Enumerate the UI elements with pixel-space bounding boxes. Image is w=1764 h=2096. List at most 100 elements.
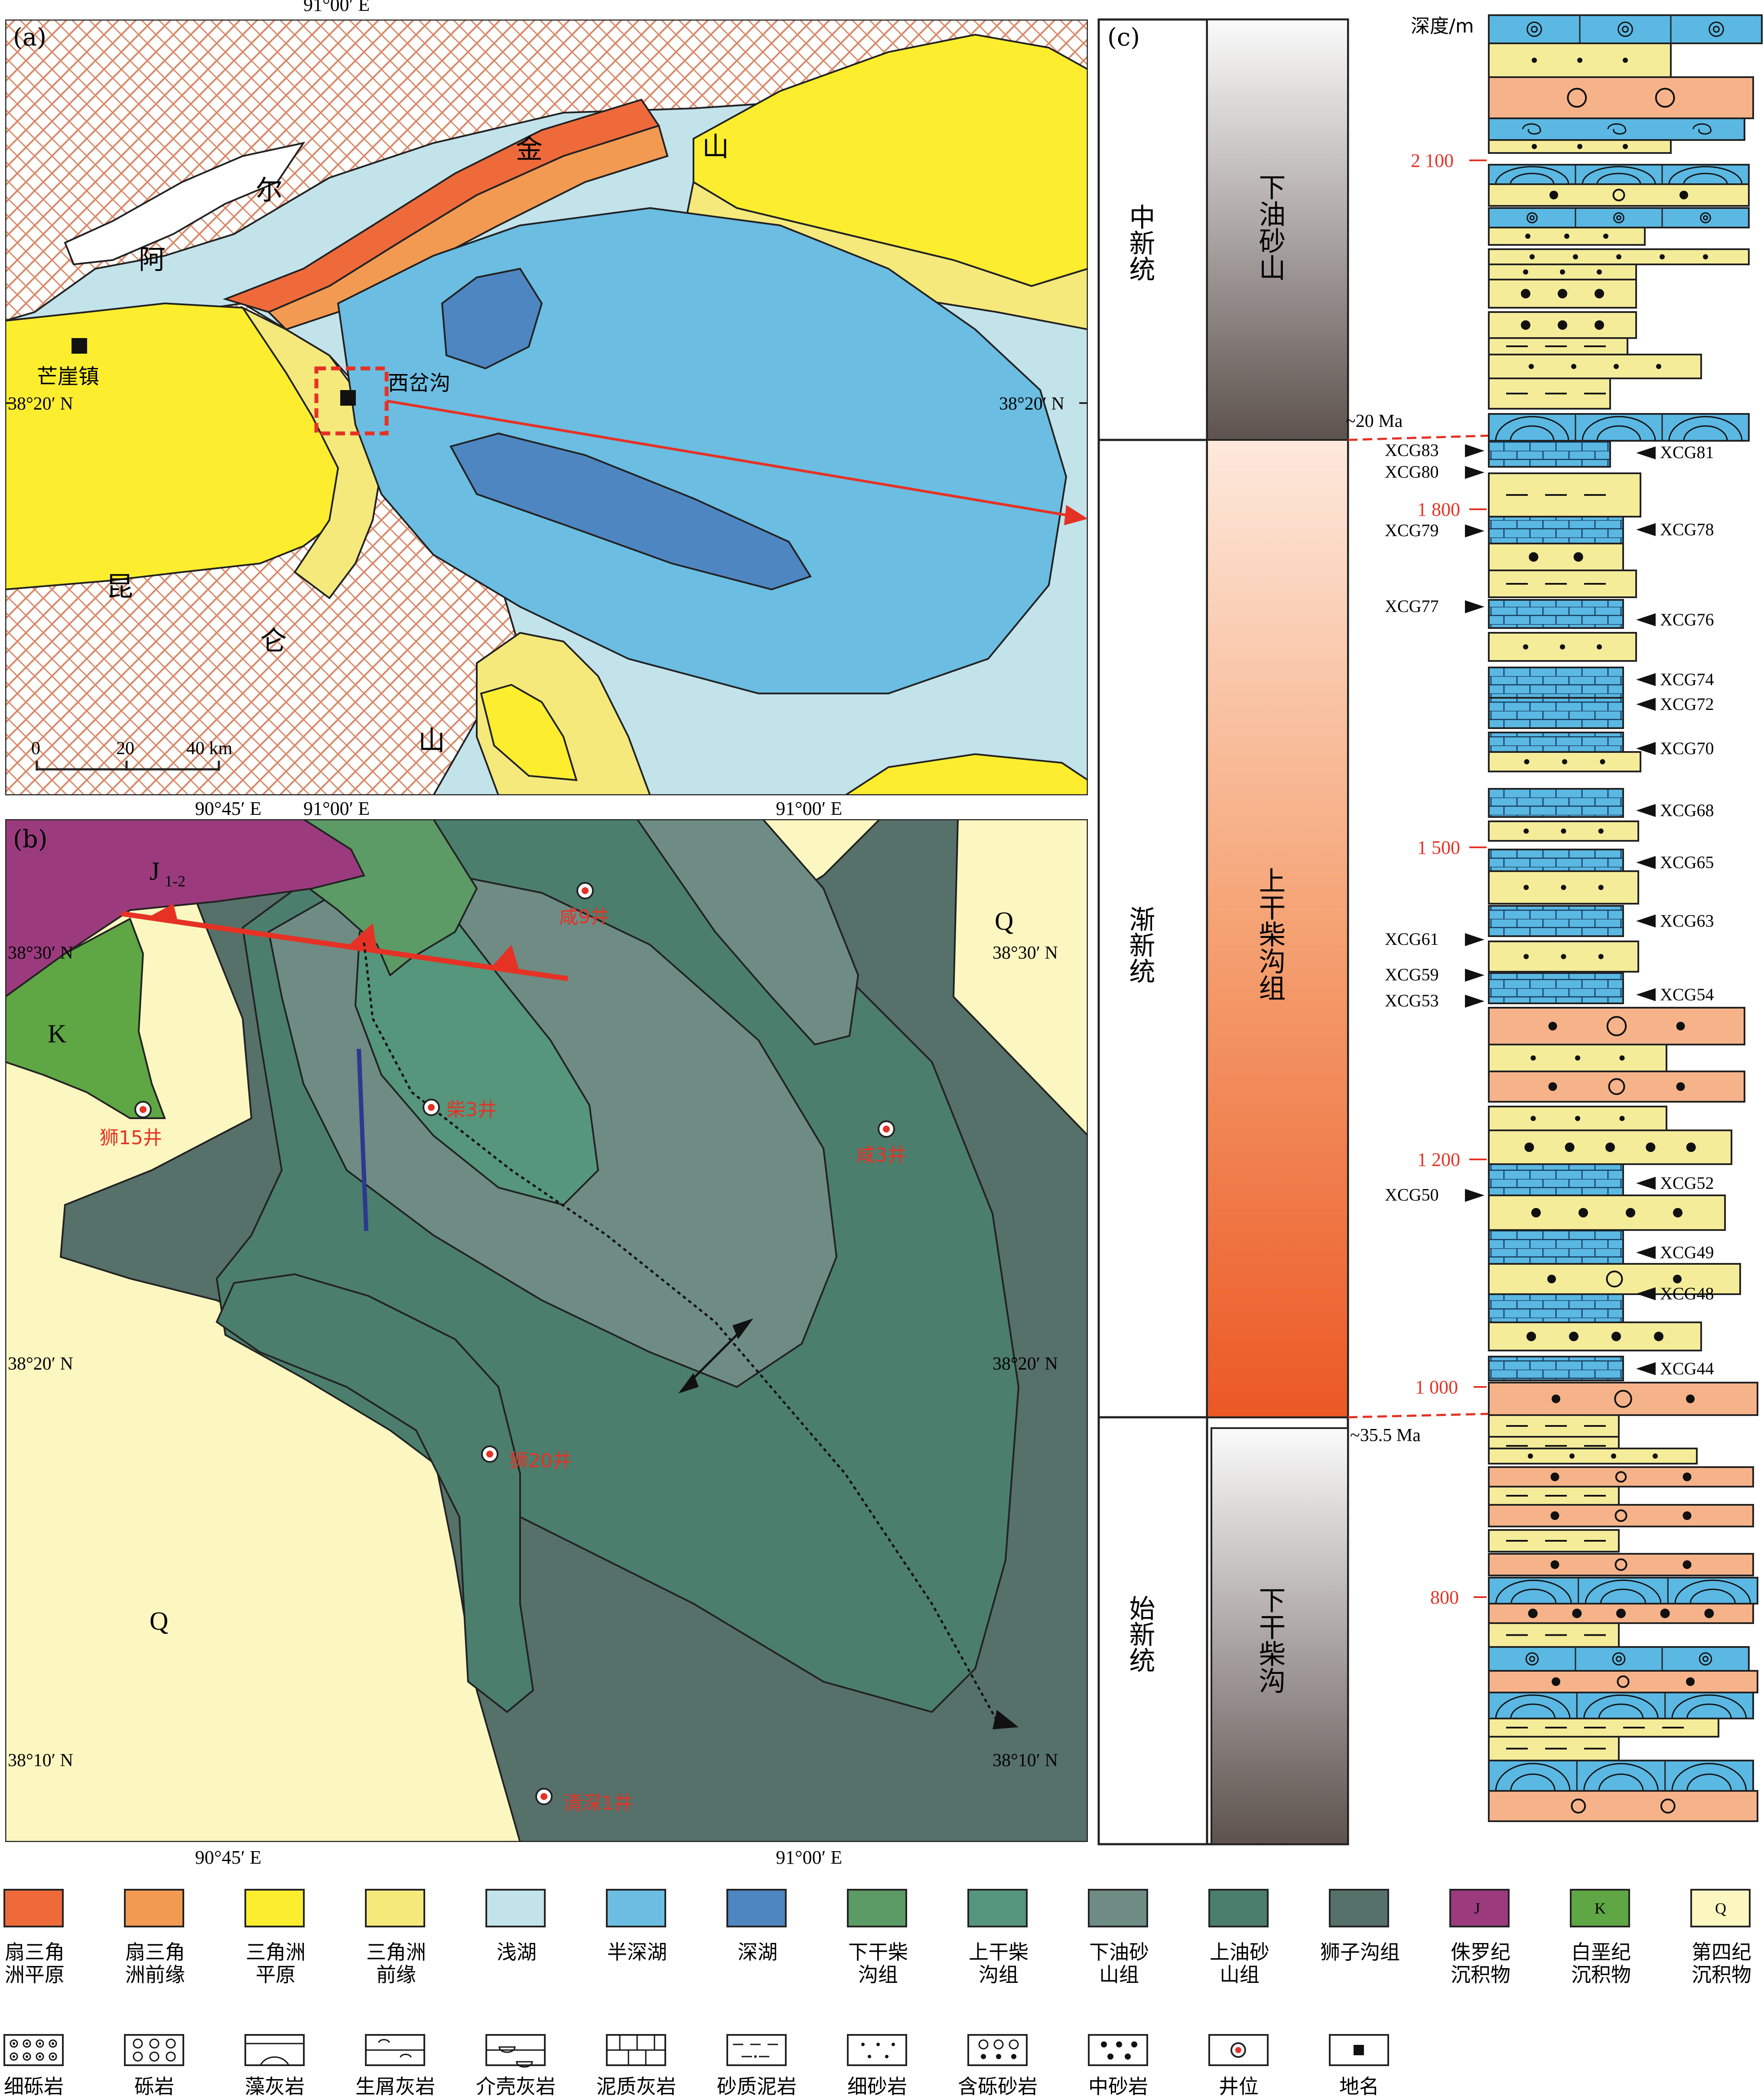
- legend-item-facies: 半深湖: [606, 1889, 667, 1964]
- legend-pattern-fine-conglomerate: [3, 2034, 64, 2066]
- legend-label-line1: 半深湖: [607, 1940, 667, 1964]
- panel-b-map: [5, 819, 1088, 1842]
- legend-label-line1: 侏罗纪: [1451, 1940, 1510, 1964]
- lithology-layer: [1488, 697, 1624, 729]
- panel-a-lon-bottom: 91°00′ E: [303, 798, 370, 819]
- legend-swatch: [1329, 1889, 1389, 1927]
- formation-label-xiaganchaigou: 下干柴沟: [1254, 1586, 1286, 1694]
- lat-10-left: 38°10′ N: [8, 1751, 73, 1771]
- sample-xcg65: XCG65: [1660, 853, 1714, 872]
- sample-xcg44: XCG44: [1660, 1359, 1714, 1378]
- legend-item-lithology: 中砂岩: [1088, 2034, 1148, 2096]
- scale-tick-40: 40 km: [186, 739, 233, 758]
- legend-item-lithology: 砂质泥岩: [717, 2034, 797, 2096]
- lithology-layer: [1488, 1071, 1745, 1103]
- legend-pattern-pebbly-sandstone: [967, 2034, 1028, 2066]
- legend-swatch: [1690, 1889, 1751, 1927]
- lat-20-left: 38°20′ N: [8, 1354, 73, 1374]
- anticline-plunge-arrow: [993, 1710, 1019, 1729]
- sample-xcg72: XCG72: [1660, 694, 1714, 714]
- lithology-layer: [1488, 849, 1624, 874]
- lithology-layer: [1488, 1163, 1624, 1196]
- legend-swatch: [1570, 1889, 1630, 1927]
- altun-white-patches: [64, 142, 306, 266]
- legend-item-facies: 浅湖: [485, 1889, 546, 1964]
- panel-a-lat-left: 38°20′ N: [8, 394, 73, 414]
- legend-label-line1: 三角洲: [246, 1940, 306, 1964]
- legend-item-lithology: 砾岩: [124, 2034, 184, 2096]
- legend-label-line2: 沉积物: [1571, 1963, 1631, 1986]
- lithology-layer: [1488, 972, 1624, 1004]
- scale-bar: 0 20 40 km: [31, 739, 233, 771]
- lithology-layer: [1488, 76, 1754, 119]
- legend-swatch-letter: K: [1595, 1900, 1606, 1917]
- legend-item-facies: 上干柴沟组: [967, 1889, 1028, 1986]
- legend-label: 砂质泥岩: [717, 2075, 797, 2096]
- lithology-layer: [1488, 1194, 1726, 1231]
- legend-label: 藻灰岩: [245, 2075, 305, 2096]
- lithology-layer: [1488, 732, 1624, 753]
- lithology-layer: [1488, 1577, 1758, 1605]
- sample-xcg63: XCG63: [1660, 911, 1714, 931]
- legend-swatch: [3, 1889, 64, 1927]
- legend-label-line2: 平原: [256, 1963, 296, 1986]
- lat-30-right: 38°30′ N: [993, 943, 1058, 963]
- legend-item-lithology: 地名: [1329, 2034, 1389, 2096]
- unit-q-top: Q: [995, 907, 1013, 935]
- lithology-layer: [1488, 1382, 1758, 1416]
- delta-se: [843, 753, 1088, 795]
- lithology-layer: [1488, 1670, 1758, 1693]
- legend-item-lithology: 介壳灰岩: [476, 2034, 556, 2096]
- legend-item-lithology: 细砂岩: [847, 2034, 907, 2096]
- legend-swatch: [726, 1889, 787, 1927]
- well-label-qingshen1: 清深1井: [563, 1792, 633, 1814]
- legend-label-line1: 扇三角: [125, 1940, 185, 1964]
- depth-tick-2100: 2 100: [1411, 150, 1454, 171]
- well-qingshen1: 清深1井: [535, 1788, 633, 1814]
- legend-label-line2: 沉积物: [1451, 1963, 1510, 1986]
- deep-lake-north: [441, 267, 543, 370]
- sample-xcg76: XCG76: [1660, 610, 1714, 629]
- well-label-shi15: 狮15井: [100, 1127, 162, 1149]
- deep-lake-south: [449, 432, 812, 591]
- lithology-layer: [1488, 667, 1624, 699]
- legend-label-line1: 浅湖: [497, 1940, 537, 1964]
- formation-bar-xiayoushashan: [1206, 19, 1349, 441]
- legend-item-lithology: 井位: [1208, 2034, 1269, 2096]
- sample-xcg59: XCG59: [1385, 965, 1439, 984]
- legend-item-lithology: 含砾砂岩: [958, 2034, 1038, 2096]
- legend-label: 砾岩: [134, 2075, 174, 2096]
- sample-xcg54: XCG54: [1660, 985, 1714, 1004]
- sample-xcg68: XCG68: [1660, 801, 1714, 820]
- xicha-place-marker: [340, 390, 356, 406]
- cretaceous-outcrop: [5, 918, 166, 1119]
- sample-xcg81: XCG81: [1660, 443, 1714, 462]
- legend-pattern-medium-sandstone: [1088, 2034, 1148, 2066]
- lithology-layer: [1488, 164, 1750, 185]
- link-arrow-line: [386, 400, 1071, 517]
- lithology-layer: [1488, 117, 1745, 141]
- place-xicha: 西岔沟: [388, 371, 450, 395]
- legend-swatch: [606, 1889, 666, 1927]
- sample-xcg52: XCG52: [1660, 1173, 1714, 1193]
- lithology-layer: [1488, 1293, 1624, 1323]
- formation-label-shangganchaigou: 上干柴沟组: [1254, 867, 1286, 1001]
- legend-pattern-fine-sandstone: [847, 2034, 907, 2066]
- legend-label: 地名: [1339, 2075, 1379, 2096]
- series-miocene: 中新统: [1125, 204, 1155, 282]
- sample-markers-left: XCG83 XCG80 XCG79 XCG77 XCG61 XCG59 XCG5…: [1385, 440, 1484, 1204]
- sample-xcg80: XCG80: [1385, 462, 1439, 482]
- depth-tick-1000: 1 000: [1415, 1377, 1458, 1398]
- legend-label: 细砾岩: [4, 2075, 64, 2096]
- lon-bottom-right: 91°00′ E: [776, 1847, 842, 1868]
- lithology-layer: [1488, 599, 1624, 629]
- lower-youshashan-ne: [636, 819, 859, 1046]
- legend-label-line1: 三角洲: [366, 1940, 426, 1964]
- depth-tick-1500: 1 500: [1417, 837, 1460, 858]
- panel-a-label: (a): [13, 23, 46, 52]
- anticline-axis: [363, 942, 998, 1722]
- legend-swatch: [244, 1889, 305, 1927]
- well-shi20: 狮20井: [481, 1445, 572, 1472]
